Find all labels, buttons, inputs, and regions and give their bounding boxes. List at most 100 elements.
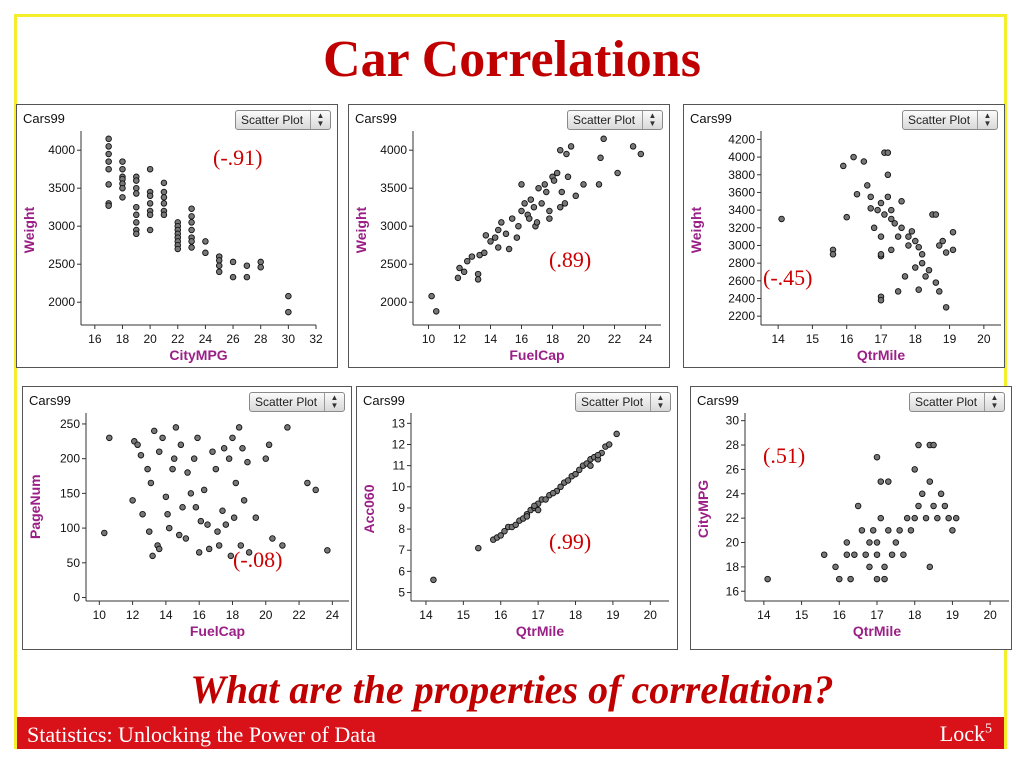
data-point [915, 243, 922, 251]
data-point [877, 251, 885, 258]
plot-type-dropdown[interactable]: Scatter Plot ▲ ▼ [249, 392, 345, 412]
scatter-panel-6: Cars99 Scatter Plot ▲ ▼ 16 18 20 22 24 26 28 30 14 15… [690, 386, 1012, 650]
data-point [432, 308, 440, 315]
data-point [119, 194, 126, 201]
x-tick-label: 10 [422, 332, 436, 346]
data-point [312, 486, 319, 494]
correlation-annotation: (.89) [549, 247, 592, 272]
data-point [873, 575, 881, 583]
data-point [891, 220, 898, 227]
x-tick-label: 10 [93, 608, 107, 622]
data-point [200, 486, 208, 494]
data-point [146, 226, 154, 234]
data-point [888, 215, 895, 223]
x-tick-label: 18 [546, 332, 560, 346]
data-point [146, 200, 154, 207]
data-point [265, 441, 273, 449]
y-axis-label: CityMPG [695, 479, 711, 539]
x-axis-label: QtrMile [856, 347, 906, 363]
plot-type-label: Scatter Plot [255, 395, 318, 409]
plot-type-dropdown[interactable]: Scatter Plot ▲ ▼ [909, 392, 1005, 412]
plot-type-dropdown[interactable]: Scatter Plot ▲ ▼ [902, 110, 998, 130]
data-point [907, 527, 915, 534]
data-point [101, 529, 108, 537]
data-point [778, 215, 785, 223]
x-tick-label: 19 [946, 608, 960, 622]
dataset-name: Cars99 [363, 393, 405, 408]
dataset-name: Cars99 [23, 111, 65, 126]
plot-type-label: Scatter Plot [915, 395, 978, 409]
data-point [613, 430, 620, 438]
data-point [222, 521, 230, 528]
y-tick-label: 28 [726, 438, 740, 452]
data-point [930, 441, 937, 449]
y-axis-label: PageNum [27, 474, 43, 539]
data-point [867, 205, 874, 212]
data-point [564, 173, 572, 181]
data-point [934, 514, 941, 522]
data-point [563, 150, 570, 158]
data-point [487, 238, 494, 245]
data-point [133, 184, 140, 192]
scatter-panel-1: Cars99 Scatter Plot ▲ ▼ 2000 2500 3000 3500 4000… [16, 104, 338, 368]
scatter-plot-svg: 5 6 7 8 9 10 11 12 13 14 15 16 17 18 19 20 [392, 413, 669, 622]
data-point [572, 192, 579, 200]
data-point [881, 575, 888, 583]
plot-type-dropdown[interactable]: Scatter Plot ▲ ▼ [235, 110, 331, 130]
updown-arrows-icon: ▲ ▼ [984, 393, 1004, 411]
data-point [942, 304, 950, 311]
data-point [430, 576, 437, 584]
data-point [873, 453, 881, 461]
updown-arrows-icon: ▲ ▼ [650, 393, 670, 411]
data-point [820, 551, 828, 558]
scatter-plot-svg: 2200 2400 2600 2800 3000 3200 3400 3600 3800 4000… [728, 131, 1001, 346]
data-point [105, 165, 112, 173]
data-point [284, 424, 291, 431]
data-point [614, 169, 621, 177]
scatter-panel-2: Cars99 Scatter Plot ▲ ▼ 2000 2500 3000 3500 4000… [348, 104, 670, 368]
data-point [556, 146, 564, 154]
data-point [572, 470, 579, 478]
x-tick-label: 18 [908, 608, 922, 622]
data-point [911, 466, 918, 473]
data-point [862, 551, 869, 558]
data-point [860, 158, 868, 165]
plot-type-label: Scatter Plot [573, 113, 636, 127]
x-tick-label: 16 [494, 608, 508, 622]
footer-author-name: Lock [939, 721, 985, 746]
data-point [106, 434, 113, 442]
updown-arrows-icon: ▲ ▼ [642, 111, 662, 129]
data-point [594, 451, 602, 459]
updown-arrows-icon: ▲ ▼ [324, 393, 344, 411]
scatter-plot-svg: 2000 2500 3000 3500 4000 10 12 14 16 18 20 22 24 [380, 131, 661, 346]
data-point [205, 545, 213, 553]
data-point [257, 258, 264, 266]
data-point [854, 502, 862, 510]
data-point [160, 179, 168, 187]
data-point [454, 274, 462, 282]
x-tick-label: 19 [606, 608, 620, 622]
data-point [170, 455, 178, 462]
data-point [175, 531, 183, 539]
data-point [235, 424, 243, 431]
data-point [911, 514, 918, 522]
data-point [243, 262, 251, 269]
data-point [146, 165, 154, 173]
data-point [556, 203, 564, 211]
data-point [534, 506, 542, 514]
data-point [188, 213, 195, 220]
dataset-name: Cars99 [29, 393, 71, 408]
plot-type-dropdown[interactable]: Scatter Plot ▲ ▼ [567, 110, 663, 130]
data-point [941, 502, 949, 510]
scatter-plot-svg: 16 18 20 22 24 26 28 30 14 15 16 17 18 19 20 [726, 413, 1009, 622]
data-point [546, 207, 553, 215]
plot-type-dropdown[interactable]: Scatter Plot ▲ ▼ [575, 392, 671, 412]
x-tick-label: 16 [515, 332, 529, 346]
data-point [858, 527, 866, 534]
data-point [847, 575, 854, 583]
x-tick-label: 22 [292, 608, 306, 622]
y-tick-label: 11 [393, 459, 406, 473]
y-tick-label: 16 [726, 584, 740, 598]
data-point [877, 297, 885, 304]
data-point [936, 288, 943, 295]
